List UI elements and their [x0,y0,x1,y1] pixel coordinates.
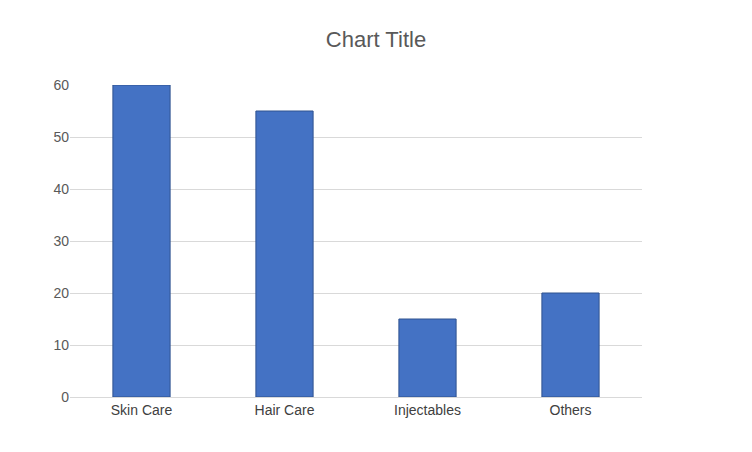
svg-text:Injectables: Injectables [394,402,461,418]
svg-text:20: 20 [53,285,69,301]
svg-text:30: 30 [53,233,69,249]
svg-text:0: 0 [61,389,69,405]
svg-text:60: 60 [53,77,69,93]
svg-text:10: 10 [53,337,69,353]
svg-text:Others: Others [549,402,591,418]
svg-text:Chart Title: Chart Title [326,27,426,52]
svg-text:50: 50 [53,129,69,145]
svg-text:40: 40 [53,181,69,197]
svg-text:Hair Care: Hair Care [255,402,315,418]
svg-text:Skin Care: Skin Care [111,402,173,418]
